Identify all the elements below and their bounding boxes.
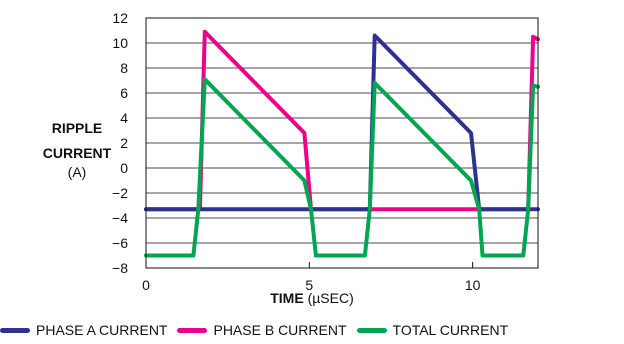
y-tick-label: 6 [120, 85, 128, 101]
x-tick-label: 10 [465, 277, 481, 290]
legend-item-total: TOTAL CURRENT [356, 322, 509, 338]
series-lines [144, 29, 540, 258]
legend: PHASE A CURRENT PHASE B CURRENT TOTAL CU… [0, 318, 624, 342]
y-tick-label: −4 [112, 210, 128, 226]
series-line-phase-a [144, 33, 540, 212]
x-axis-label-unit: (µSEC) [307, 290, 354, 306]
legend-item-phase-b: PHASE B CURRENT [177, 322, 347, 338]
legend-label-total: TOTAL CURRENT [392, 322, 509, 338]
x-tick-label: 0 [142, 277, 150, 290]
y-tick-label: −8 [112, 260, 128, 276]
y-tick-label: 8 [120, 60, 128, 76]
series-line-total [144, 77, 540, 258]
y-tick-label: 4 [120, 110, 128, 126]
x-axis-label-main: TIME [270, 290, 304, 306]
y-tick-label: 12 [112, 10, 128, 26]
y-axis-label-line2: CURRENT [42, 145, 112, 161]
x-tick-label: 5 [305, 277, 313, 290]
y-axis-label-unit: (A) [67, 164, 87, 180]
y-tick-label: 2 [120, 135, 128, 151]
x-axis-label: TIME (µSEC) [0, 290, 624, 306]
y-tick-labels: −8 −6 −4 −2 0 2 4 6 8 10 12 [112, 10, 128, 276]
ripple-current-chart: −8 −6 −4 −2 0 2 4 6 8 10 12 0 5 10 [112, 10, 540, 290]
y-tick-label: −2 [112, 185, 128, 201]
legend-swatch-phase-a [0, 327, 30, 333]
legend-item-phase-a: PHASE A CURRENT [0, 322, 167, 338]
x-tick-labels: 0 5 10 [142, 277, 481, 290]
legend-label-phase-b: PHASE B CURRENT [213, 322, 347, 338]
legend-swatch-total [356, 327, 387, 333]
y-tick-label: 0 [120, 160, 128, 176]
y-tick-label: −6 [112, 235, 128, 251]
legend-label-phase-a: PHASE A CURRENT [36, 322, 168, 338]
y-tick-label: 10 [112, 35, 128, 51]
plot-frame [145, 17, 539, 269]
legend-swatch-phase-b [177, 327, 208, 333]
y-axis-label-line1: RIPPLE [51, 120, 103, 136]
series-line-phase-b [144, 29, 540, 212]
